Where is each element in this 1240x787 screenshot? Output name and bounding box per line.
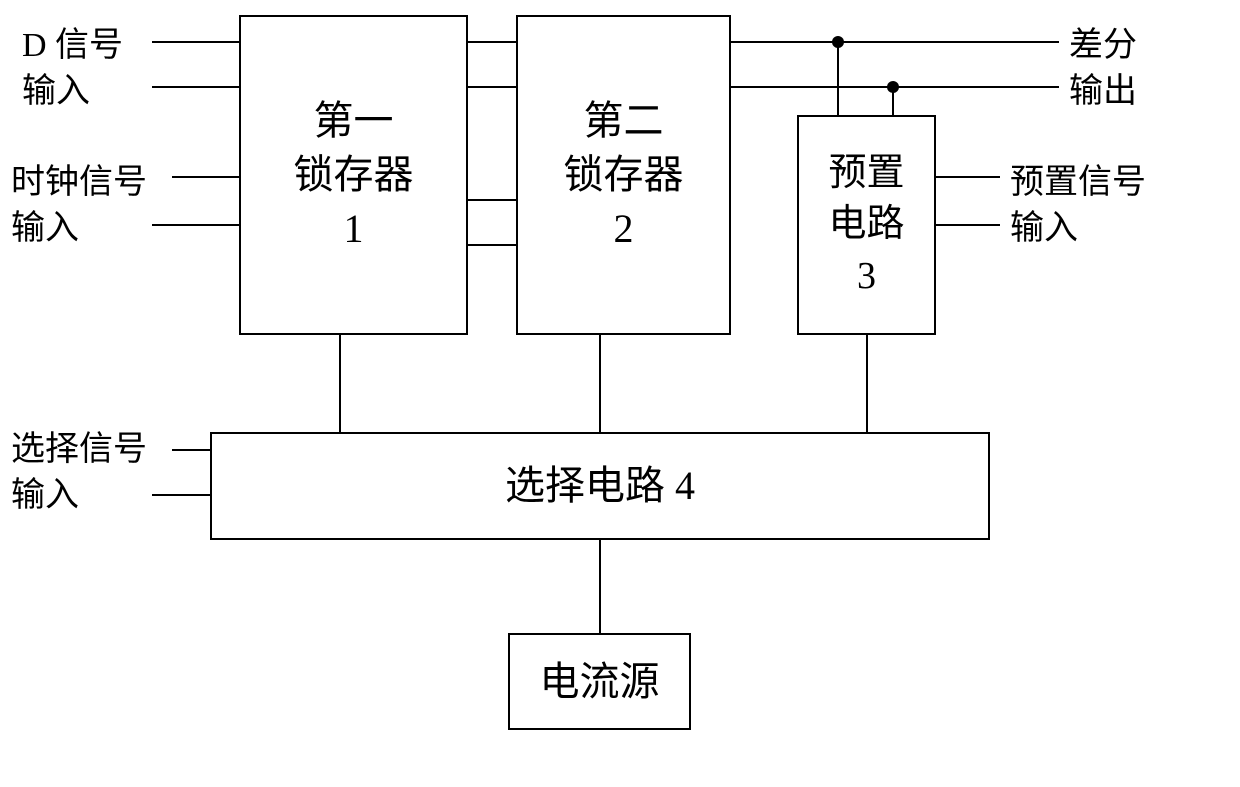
- block-select-text: 选择电路 4: [505, 459, 695, 513]
- junction-tap-dot-bot: [887, 81, 899, 93]
- block-latch-1-text: 第一 锁存器 1: [294, 94, 414, 256]
- block-latch-1: 第一 锁存器 1: [239, 15, 468, 335]
- label-clock-signal-input: 时钟信号 输入: [11, 160, 147, 252]
- label-differential-output: 差分 输出: [1069, 23, 1137, 115]
- block-preset-circuit: 预置 电路 3: [797, 115, 936, 335]
- block-preset-text: 预置 电路 3: [828, 148, 904, 302]
- block-current-source: 电流源: [508, 633, 691, 730]
- block-source-text: 电流源: [540, 655, 660, 709]
- junction-tap-dot-top: [832, 36, 844, 48]
- label-select-signal-input: 选择信号 输入: [11, 427, 147, 519]
- block-select-circuit: 选择电路 4: [210, 432, 990, 540]
- block-latch-2: 第二 锁存器 2: [516, 15, 731, 335]
- block-latch-2-text: 第二 锁存器 2: [564, 94, 684, 256]
- label-preset-signal-input: 预置信号 输入: [1010, 160, 1146, 252]
- label-d-signal-input: D 信号 输入: [22, 23, 123, 115]
